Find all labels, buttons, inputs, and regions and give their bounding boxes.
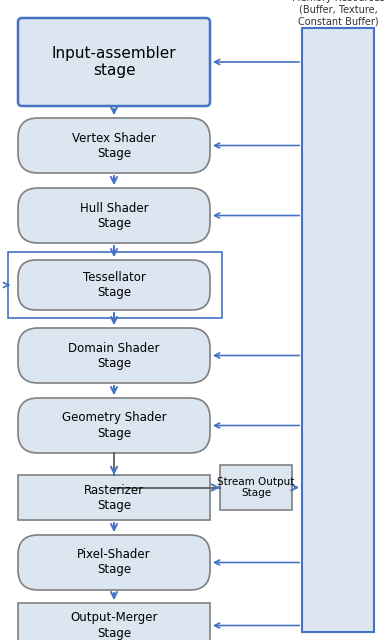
Text: Output-Merger
Stage: Output-Merger Stage [70,611,158,639]
Bar [302,28,374,632]
Bar [18,603,210,640]
FancyBboxPatch shape [18,18,210,106]
FancyBboxPatch shape [18,260,210,310]
FancyBboxPatch shape [18,328,210,383]
FancyBboxPatch shape [18,398,210,453]
Text: Stream Output
Stage: Stream Output Stage [217,477,295,499]
FancyBboxPatch shape [18,188,210,243]
Bar [18,475,210,520]
Text: Domain Shader
Stage: Domain Shader Stage [68,342,160,369]
Text: Geometry Shader
Stage: Geometry Shader Stage [62,412,166,440]
FancyBboxPatch shape [18,118,210,173]
Text: Vertex Shader
Stage: Vertex Shader Stage [72,131,156,159]
Text: Hull Shader
Stage: Hull Shader Stage [80,202,148,230]
Text: Rasterizer
Stage: Rasterizer Stage [84,483,144,511]
Text: Memory Resources
(Buffer, Texture,
Constant Buffer): Memory Resources (Buffer, Texture, Const… [292,0,385,26]
Text: Tessellator
Stage: Tessellator Stage [83,271,146,299]
Text: Input-assembler
stage: Input-assembler stage [52,46,176,78]
FancyBboxPatch shape [18,535,210,590]
Bar [220,465,292,510]
Bar [8,252,222,318]
Text: Pixel-Shader
Stage: Pixel-Shader Stage [77,548,151,577]
